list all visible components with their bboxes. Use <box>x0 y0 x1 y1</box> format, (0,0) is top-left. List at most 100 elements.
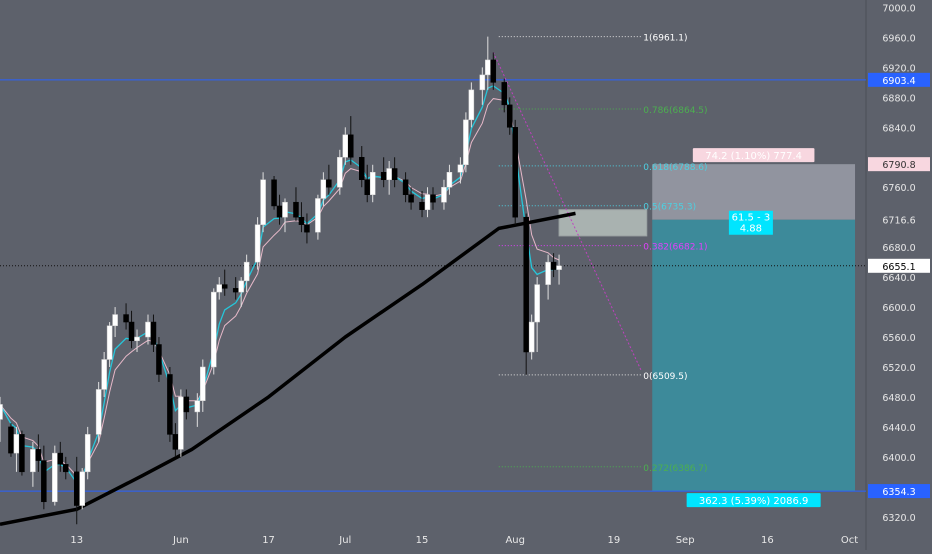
candle-up <box>211 291 217 368</box>
candle-down <box>391 168 398 180</box>
candle-down <box>167 374 173 435</box>
price-axis-label: 6655.1 <box>882 262 915 273</box>
candle-up <box>243 261 250 282</box>
candle-up <box>200 366 206 401</box>
candle-up <box>216 284 222 293</box>
y-axis-tick-label: 6440.0 <box>882 423 915 434</box>
y-axis-tick-label: 6960.0 <box>882 33 915 44</box>
x-axis-tick-label: 15 <box>416 535 429 546</box>
candle-down <box>172 434 179 450</box>
fib-level-label: 0.5(6735.3) <box>643 203 696 213</box>
candle-up <box>260 179 266 225</box>
x-axis-tick-label: Jul <box>338 535 351 546</box>
y-axis-tick-label: 6680.0 <box>882 243 915 254</box>
candle-down <box>430 194 436 203</box>
candle-up <box>13 434 20 454</box>
candle-up <box>342 134 349 158</box>
fib-level-label: 0.618(6788.6) <box>643 163 707 173</box>
candle-up <box>194 400 201 413</box>
candle-down <box>512 127 518 218</box>
candle-down <box>150 321 157 345</box>
stop-loss-label-bg <box>692 148 815 163</box>
candle-down <box>408 194 414 203</box>
candle-down <box>326 179 332 188</box>
y-axis-tick-label: 6640.0 <box>882 273 915 284</box>
price-axis-label: 6903.4 <box>882 76 915 87</box>
price-axis-label: 6790.8 <box>882 160 915 171</box>
candle-up <box>479 74 486 91</box>
candle-up <box>282 201 288 218</box>
candle-down <box>298 216 305 225</box>
candle-up <box>84 434 91 473</box>
long-moving-average-line <box>0 211 576 527</box>
x-axis-tick-label: Jun <box>172 535 189 546</box>
candle-down <box>232 288 239 293</box>
y-axis-tick-label: 6480.0 <box>882 393 915 404</box>
ema-slow-line <box>0 98 560 477</box>
candle-up <box>79 471 85 506</box>
y-axis-tick-label: 6520.0 <box>882 363 915 374</box>
candle-up <box>101 359 107 390</box>
candle-up <box>95 389 102 435</box>
candle-down <box>156 344 162 375</box>
risk-reward-label: 61.5 - 3 <box>732 213 771 224</box>
price-label-bg <box>868 157 930 172</box>
y-axis-tick-label: 6840.0 <box>882 123 915 134</box>
x-axis-tick-label: Sep <box>676 535 695 546</box>
ema-fast-line <box>0 85 560 484</box>
candle-up <box>556 265 562 270</box>
stop-loss-label: 74.2 (1.10%) 777.4 <box>705 151 802 162</box>
candle-up <box>534 284 540 323</box>
candle-up <box>457 164 464 173</box>
y-axis-tick-label: 7000.0 <box>882 3 915 14</box>
candle-down <box>73 471 80 506</box>
candle-down <box>348 134 354 158</box>
candle-up <box>545 261 551 285</box>
candle-up <box>238 280 244 293</box>
candle-down <box>41 460 47 503</box>
y-axis-tick-label: 6880.0 <box>882 93 915 104</box>
candle-up <box>315 198 321 233</box>
candle-down <box>8 426 14 454</box>
fib-level-label: 0.272(6386.7) <box>643 464 707 474</box>
candle-up <box>52 452 58 503</box>
candle-down <box>183 396 190 413</box>
risk-reward-label-bg <box>728 210 773 235</box>
price-axis-label: 6354.3 <box>882 487 915 498</box>
x-axis-tick-label: Aug <box>505 535 525 546</box>
candle-down <box>358 157 365 180</box>
candle-down <box>35 449 42 461</box>
candle-down <box>501 82 508 106</box>
candle-up <box>441 186 447 203</box>
y-axis-tick-label: 6560.0 <box>882 333 915 344</box>
candle-up <box>446 172 453 188</box>
x-axis-tick-label: 19 <box>608 535 621 546</box>
risk-reward-ratio-label: 4.88 <box>740 224 762 235</box>
candle-down <box>271 179 277 207</box>
candle-up <box>528 321 535 353</box>
fib-level-label: 1(6961.1) <box>643 34 687 44</box>
candle-down <box>506 104 513 128</box>
fib-level-label: 0.786(6864.5) <box>643 106 707 116</box>
candle-down <box>523 216 529 353</box>
price-label-bg <box>868 258 930 273</box>
candle-up <box>369 172 376 195</box>
candle-down <box>304 224 310 233</box>
candle-down <box>380 172 387 180</box>
fib-level-label: 0.382(6682.1) <box>643 243 707 253</box>
take-profit-label: 362.3 (5.39%) 2086.9 <box>699 496 809 507</box>
candle-up <box>485 59 491 76</box>
price-label-bg <box>868 484 930 499</box>
candle-down <box>490 59 497 83</box>
y-axis-tick-label: 6320.0 <box>882 513 915 524</box>
candle-down <box>364 179 370 195</box>
candle-up <box>178 396 184 450</box>
candle-down <box>276 205 283 218</box>
y-axis-tick-label: 6920.0 <box>882 63 915 74</box>
candle-up <box>145 321 151 338</box>
candle-up <box>112 314 118 327</box>
candle-down <box>402 179 409 195</box>
x-axis-tick-label: 17 <box>262 535 275 546</box>
